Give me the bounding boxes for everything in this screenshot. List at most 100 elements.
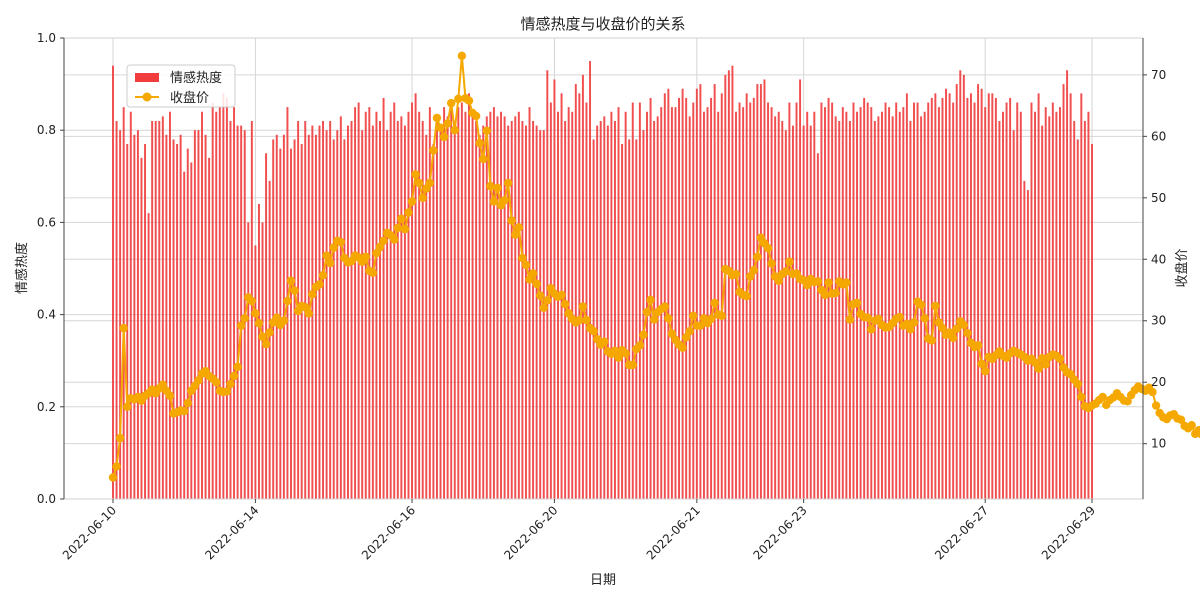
price-point [874, 314, 883, 324]
heat-bar [845, 111, 848, 499]
price-point [1194, 425, 1200, 435]
heat-bar [382, 97, 385, 500]
heat-bar [1019, 111, 1022, 499]
heat-bar [325, 130, 328, 499]
heat-bar [1087, 111, 1090, 499]
heat-bar [752, 97, 755, 500]
heat-bar [172, 139, 175, 500]
price-point [842, 278, 851, 287]
heat-bar [831, 102, 834, 499]
price-point [575, 315, 584, 325]
heat-bar [535, 125, 538, 499]
price-point [920, 314, 929, 323]
price-point [226, 379, 235, 389]
heat-bar [233, 107, 236, 500]
heat-bar [624, 111, 627, 499]
price-point [379, 236, 388, 246]
heat-bar [574, 84, 577, 499]
heat-bar [254, 245, 257, 499]
heat-bar [695, 88, 698, 500]
price-point [863, 313, 872, 322]
price-point [867, 325, 876, 334]
heat-bar [763, 79, 766, 500]
heat-bar [948, 93, 951, 499]
heat-bar [257, 203, 260, 499]
heat-bar [482, 125, 485, 499]
y-right-tick-label: 40 [1151, 252, 1166, 266]
heat-bar [1091, 144, 1093, 499]
price-point [681, 333, 691, 342]
heat-bar [329, 120, 332, 499]
price-point [194, 376, 203, 385]
price-point [1151, 401, 1161, 410]
y-axis-left-label: 情感热度 [14, 242, 30, 294]
x-tick-label: 2022-06-23 [751, 503, 810, 562]
price-point [457, 51, 467, 61]
price-point [158, 380, 168, 389]
price-point [536, 291, 545, 300]
heat-bar [204, 134, 207, 499]
heat-bar [934, 93, 937, 499]
heat-bar [941, 97, 944, 500]
heat-bar [571, 111, 574, 499]
heat-bar [1051, 102, 1054, 499]
price-point [329, 243, 338, 252]
price-point [393, 223, 402, 233]
heat-bar [1034, 111, 1037, 499]
heat-bar [841, 107, 844, 500]
price-point [973, 341, 983, 350]
heat-bar [599, 120, 602, 499]
price-point [375, 242, 385, 252]
heat-bar [236, 125, 239, 499]
x-tick-label: 2022-06-21 [644, 503, 703, 562]
price-point [507, 216, 516, 225]
price-point [418, 193, 427, 203]
price-point [183, 398, 192, 408]
price-point [820, 290, 830, 300]
y-left-tick-label: 0.8 [37, 123, 56, 137]
heat-bar [667, 88, 670, 500]
heat-bar [1076, 139, 1079, 500]
heat-bar [884, 102, 887, 499]
price-point [493, 183, 502, 193]
heat-bar [250, 120, 253, 499]
legend: 情感热度 收盘价 [126, 64, 236, 108]
heat-bar [222, 93, 225, 499]
price-point [977, 359, 986, 368]
heat-bar [681, 88, 684, 500]
heat-bar [613, 120, 616, 499]
heat-bar [977, 84, 980, 499]
price-point [119, 323, 128, 333]
price-point [525, 275, 534, 284]
heat-bar [136, 130, 139, 499]
heat-bar [987, 93, 990, 499]
heat-bar [1012, 130, 1015, 499]
price-point [781, 267, 791, 276]
heat-bar [891, 116, 894, 500]
heat-bar [414, 93, 417, 499]
heat-bar [186, 148, 189, 499]
heat-bar [902, 107, 905, 500]
heat-bar [777, 111, 780, 499]
heat-bar [300, 144, 303, 499]
price-point [471, 111, 481, 121]
heat-bar [1037, 93, 1040, 499]
price-point [475, 138, 484, 148]
heat-bar [339, 116, 342, 500]
heat-bar [735, 111, 737, 499]
heat-bar [628, 139, 631, 500]
heat-bar [1069, 93, 1072, 499]
y-axis-right-label: 收盘价 [1174, 248, 1190, 287]
price-point [909, 318, 919, 327]
heat-bar [190, 162, 193, 499]
heat-bar [1030, 102, 1033, 499]
heat-bar [503, 116, 506, 500]
price-point [528, 269, 538, 278]
price-point [336, 237, 346, 247]
heat-bar [802, 125, 805, 499]
heat-bar [991, 93, 994, 499]
price-point [639, 330, 648, 340]
heat-bar [581, 74, 584, 499]
price-point [582, 315, 591, 325]
price-point [660, 302, 669, 311]
